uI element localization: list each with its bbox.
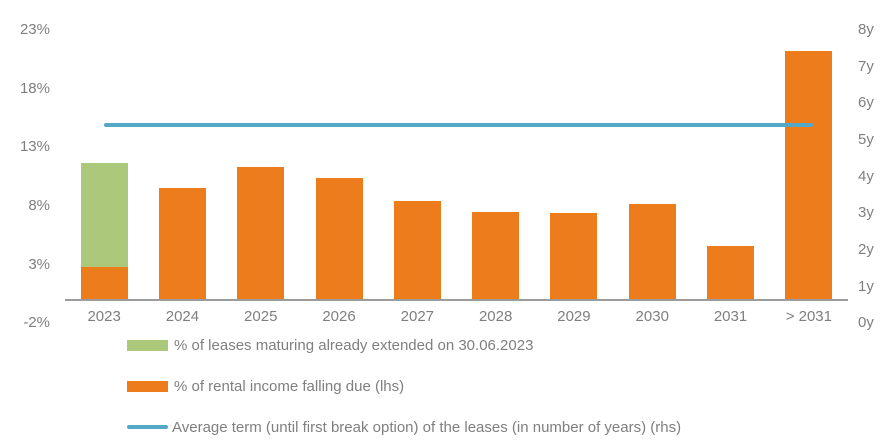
left-axis-tick: 23%	[19, 21, 50, 38]
legend-item-average-term: Average term (until first break option) …	[127, 418, 681, 436]
right-axis-tick: 6y	[858, 94, 874, 112]
bar-2029-rental	[550, 212, 598, 300]
right-axis-tick: 0y	[858, 314, 874, 332]
bar-2027-rental	[393, 201, 441, 300]
left-axis-tick: -2%	[23, 314, 50, 332]
legend-label: % of rental income falling due (lhs)	[174, 377, 405, 395]
right-axis-tick: 7y	[858, 57, 874, 75]
x-axis-label: 2025	[244, 308, 278, 325]
x-axis-label: 2030	[635, 308, 669, 325]
bar-2028-rental	[472, 211, 520, 300]
x-axis-label: 2027	[400, 308, 435, 325]
right-axis-tick: 1y	[858, 277, 874, 295]
left-axis-tick: 8%	[28, 196, 50, 214]
bar-2023-rental	[80, 266, 128, 300]
bar-2023-extended	[80, 162, 128, 267]
bar-2025-rental	[237, 167, 285, 300]
legend-swatch-green-rect	[127, 339, 168, 351]
bar-2030-rental	[628, 203, 676, 300]
x-axis-label: 2024	[165, 308, 200, 325]
bar-2031-rental	[707, 245, 755, 300]
legend-label: Average term (until first break option) …	[172, 418, 682, 436]
legend-swatch-blue-line	[127, 425, 168, 429]
bar-2024-rental	[158, 188, 206, 300]
x-axis-label: 2023	[87, 308, 121, 325]
left-axis-tick: 18%	[19, 79, 50, 97]
right-axis-tick: 2y	[858, 240, 874, 258]
average-term-line	[104, 123, 813, 128]
right-axis-tick: 8y	[858, 21, 874, 38]
right-axis-tick: 3y	[858, 204, 874, 222]
legend-item-rental-income: % of rental income falling due (lhs)	[127, 377, 404, 395]
bar-2026-rental	[315, 177, 363, 300]
x-axis-label: 2029	[557, 308, 591, 325]
x-axis-label: 2031	[713, 308, 748, 325]
x-axis-label: 2026	[322, 308, 356, 325]
left-axis-tick: 3%	[28, 255, 50, 273]
right-axis-tick: 4y	[858, 167, 874, 185]
x-axis-line	[65, 298, 848, 301]
x-axis-label: 2028	[478, 308, 513, 325]
right-axis-tick: 5y	[858, 130, 874, 148]
legend-label: % of leases maturing already extended on…	[174, 336, 534, 354]
bar->2031-rental	[785, 51, 833, 300]
legend-item-extended-leases: % of leases maturing already extended on…	[127, 336, 533, 354]
legend-swatch-orange-rect	[127, 380, 168, 392]
x-axis-label: > 2031	[785, 308, 832, 325]
left-axis-tick: 13%	[19, 138, 50, 156]
